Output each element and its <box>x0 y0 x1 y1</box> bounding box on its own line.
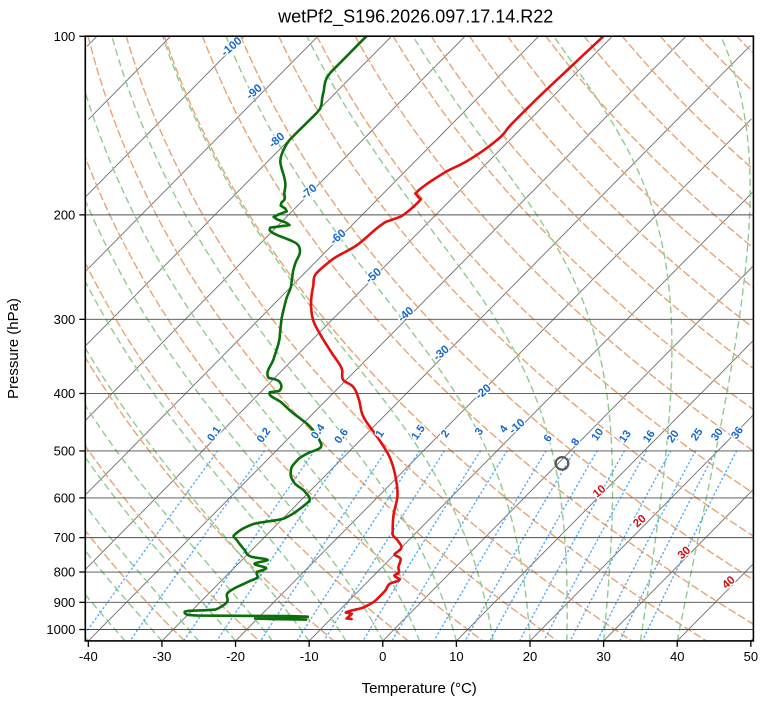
svg-text:-10: -10 <box>300 649 319 664</box>
svg-text:10: 10 <box>449 649 463 664</box>
svg-text:200: 200 <box>54 207 76 222</box>
svg-text:20: 20 <box>523 649 537 664</box>
svg-text:Temperature (°C): Temperature (°C) <box>362 680 477 697</box>
svg-text:100: 100 <box>54 29 76 44</box>
svg-text:wetPf2_S196.2026.097.17.14.R22: wetPf2_S196.2026.097.17.14.R22 <box>277 7 553 28</box>
svg-text:900: 900 <box>54 595 76 610</box>
svg-text:600: 600 <box>54 490 76 505</box>
svg-text:30: 30 <box>596 649 610 664</box>
svg-text:300: 300 <box>54 312 76 327</box>
svg-text:400: 400 <box>54 386 76 401</box>
svg-text:-20: -20 <box>226 649 245 664</box>
svg-text:-30: -30 <box>153 649 172 664</box>
svg-text:500: 500 <box>54 443 76 458</box>
svg-text:700: 700 <box>54 530 76 545</box>
svg-text:0: 0 <box>379 649 386 664</box>
svg-text:800: 800 <box>54 565 76 580</box>
svg-text:1000: 1000 <box>46 622 75 637</box>
svg-text:-40: -40 <box>79 649 98 664</box>
svg-text:40: 40 <box>670 649 684 664</box>
svg-text:50: 50 <box>744 649 758 664</box>
svg-text:Pressure (hPa): Pressure (hPa) <box>5 298 22 399</box>
